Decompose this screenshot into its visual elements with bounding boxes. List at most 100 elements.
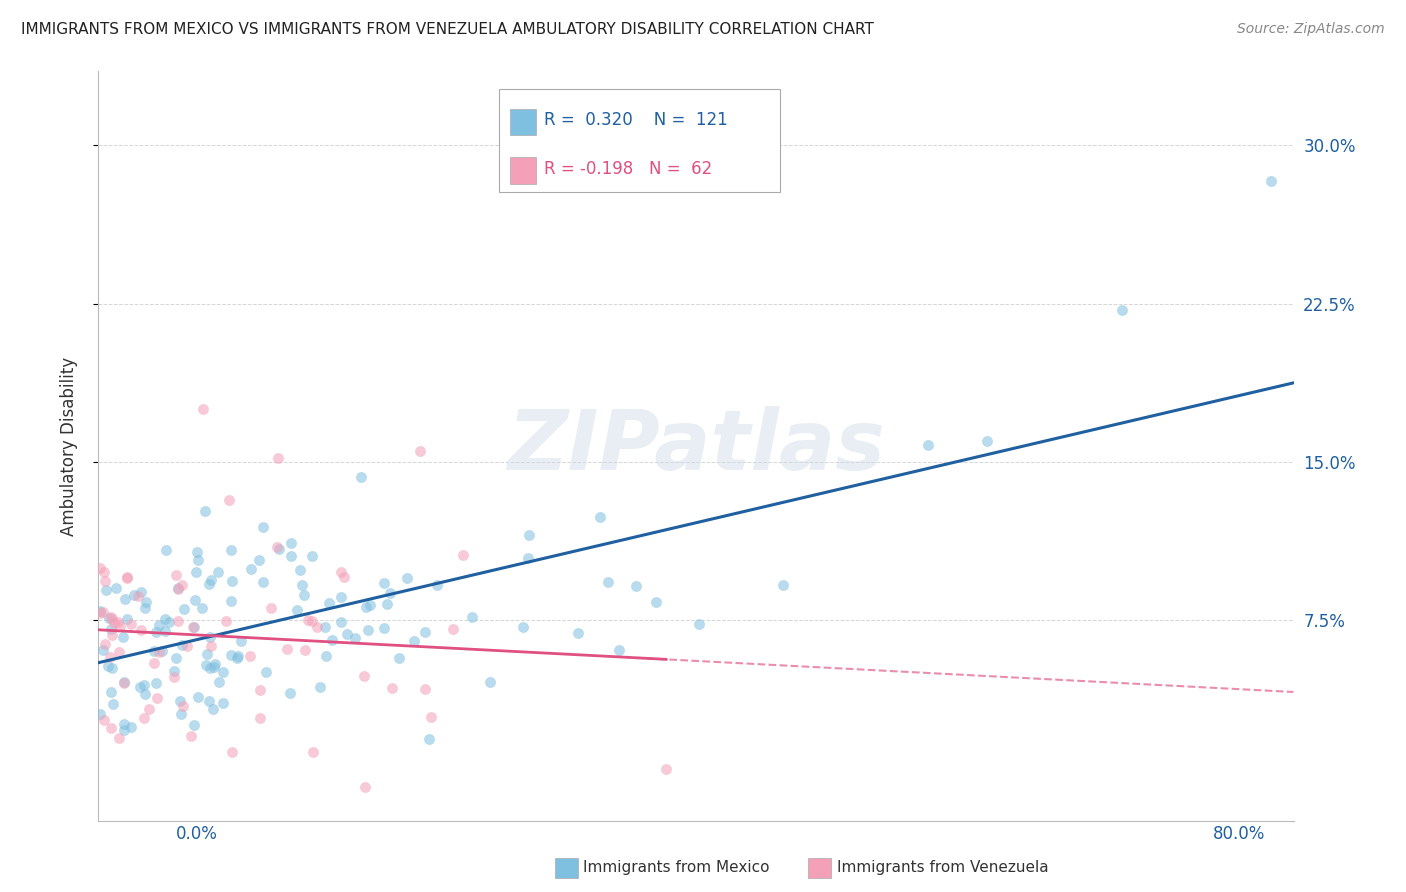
Point — [120, 616, 142, 631]
Point — [420, 710, 443, 724]
Text: R = -0.198   N =  62: R = -0.198 N = 62 — [544, 161, 713, 178]
Point — [128, 681, 150, 695]
Point — [354, 780, 377, 794]
Point — [288, 563, 311, 577]
Point — [198, 630, 221, 644]
Point — [181, 619, 204, 633]
Point — [200, 639, 222, 653]
Point — [297, 613, 319, 627]
Point — [146, 691, 169, 706]
Point — [143, 656, 166, 670]
Point — [167, 582, 190, 596]
Point — [134, 601, 156, 615]
Point — [155, 542, 177, 557]
Point — [187, 553, 209, 567]
Point — [186, 566, 208, 580]
Point — [114, 676, 136, 690]
Point — [97, 659, 120, 673]
Point — [183, 718, 205, 732]
Point — [112, 675, 135, 690]
Point — [373, 576, 395, 591]
Point — [247, 553, 270, 567]
Point — [122, 588, 145, 602]
Point — [198, 576, 221, 591]
Point — [219, 542, 242, 557]
Point — [688, 617, 710, 632]
Point — [100, 622, 122, 636]
Point — [314, 620, 336, 634]
Point — [103, 615, 125, 630]
Point — [388, 651, 411, 665]
Point — [208, 675, 231, 690]
Point — [221, 745, 243, 759]
Point — [100, 610, 122, 624]
Point — [157, 615, 180, 629]
Text: ZIPatlas: ZIPatlas — [508, 406, 884, 486]
Y-axis label: Ambulatory Disability: Ambulatory Disability — [59, 357, 77, 535]
Text: Immigrants from Venezuela: Immigrants from Venezuela — [837, 861, 1049, 875]
Point — [138, 702, 160, 716]
Point — [259, 601, 281, 615]
Point — [607, 643, 630, 657]
Point — [183, 619, 205, 633]
Point — [93, 565, 115, 579]
Point — [107, 615, 129, 629]
Point — [276, 642, 298, 657]
Point — [218, 492, 240, 507]
Point — [229, 634, 252, 648]
Point — [101, 612, 124, 626]
Point — [219, 594, 242, 608]
Point — [354, 600, 377, 615]
Point — [226, 649, 249, 664]
Text: 0.0%: 0.0% — [176, 825, 218, 843]
Point — [135, 595, 157, 609]
Point — [330, 591, 353, 605]
Point — [180, 729, 202, 743]
Point — [165, 568, 187, 582]
Point — [200, 573, 222, 587]
Point — [252, 520, 274, 534]
Point — [336, 627, 359, 641]
Point — [589, 509, 612, 524]
Point — [202, 660, 225, 674]
Point — [517, 528, 540, 542]
Point — [108, 644, 131, 658]
Point — [330, 566, 353, 580]
Point — [115, 571, 138, 585]
Point — [112, 716, 135, 731]
Point — [380, 681, 402, 695]
Point — [172, 698, 194, 713]
Point — [512, 620, 534, 634]
Point — [321, 632, 343, 647]
Point — [426, 578, 449, 592]
Point — [191, 600, 214, 615]
Point — [478, 674, 501, 689]
Point — [195, 647, 218, 661]
Point — [249, 682, 271, 697]
Point — [212, 665, 235, 680]
Point — [89, 706, 111, 721]
Point — [132, 678, 155, 692]
Point — [215, 614, 238, 628]
Point — [89, 561, 111, 575]
Point — [211, 697, 233, 711]
Point — [148, 617, 170, 632]
Point — [333, 570, 356, 584]
Point — [291, 578, 314, 592]
Point — [120, 720, 142, 734]
Point — [226, 650, 249, 665]
Point — [249, 711, 271, 725]
Point — [163, 670, 186, 684]
Point — [148, 644, 170, 658]
Point — [145, 675, 167, 690]
Point — [357, 623, 380, 637]
Point — [315, 649, 337, 664]
Point — [238, 648, 260, 663]
Point — [415, 681, 437, 696]
Point — [655, 762, 678, 776]
Point — [350, 470, 373, 484]
Point — [380, 585, 402, 599]
Point — [131, 585, 153, 599]
Point — [134, 687, 156, 701]
Point — [377, 597, 399, 611]
